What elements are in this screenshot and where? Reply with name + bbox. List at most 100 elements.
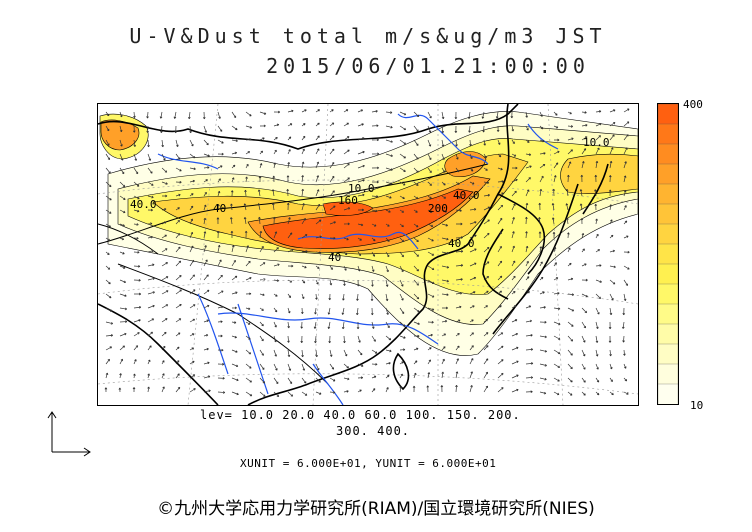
wind-arrow: [399, 139, 406, 145]
wind-arrow: [525, 319, 533, 323]
wind-arrow: [203, 304, 210, 309]
wind-arrow: [161, 248, 168, 253]
wind-arrow: [357, 179, 365, 183]
wind-arrow: [553, 321, 561, 326]
wind-arrow: [245, 125, 253, 129]
wind-arrow: [287, 136, 292, 141]
wind-arrow: [315, 122, 320, 127]
wind-arrow: [455, 384, 458, 393]
wind-arrow: [147, 235, 154, 239]
wind-arrow: [623, 134, 629, 141]
wind-arrow: [259, 363, 265, 370]
wind-arrow: [553, 335, 561, 340]
wind-arrow: [327, 307, 331, 315]
wind-arrow: [119, 279, 127, 284]
wind-arrow: [553, 125, 559, 129]
colorbar-min-label: 10: [690, 399, 704, 412]
wind-arrow: [510, 111, 514, 119]
wind-arrow: [385, 237, 390, 242]
wind-arrow: [231, 244, 235, 253]
wind-arrow: [567, 111, 572, 115]
wind-arrow: [553, 391, 560, 396]
wind-arrow: [273, 293, 278, 297]
wind-arrow: [623, 121, 630, 127]
wind-arrow: [385, 181, 393, 185]
wind-arrow: [399, 265, 404, 273]
wind-arrow: [579, 203, 583, 211]
wind-arrow: [217, 376, 225, 380]
wind-arrow: [189, 388, 196, 393]
wind-arrow: [189, 193, 194, 197]
wind-arrow: [356, 293, 359, 301]
wind-arrow: [511, 125, 515, 132]
wind-arrow: [133, 319, 141, 323]
wind-arrow: [119, 209, 126, 214]
wind-arrow: [287, 232, 293, 239]
wind-arrow: [525, 291, 530, 295]
wind-arrow: [203, 153, 210, 157]
wind-arrow: [469, 153, 473, 160]
wind-arrow: [483, 358, 489, 365]
wind-arrow: [455, 153, 459, 160]
wind-arrow: [385, 349, 392, 353]
wind-arrow: [441, 358, 445, 365]
wind-arrow: [565, 203, 569, 211]
wind-arrow: [441, 195, 447, 199]
wind-arrow: [203, 125, 208, 133]
wind-arrow: [259, 245, 264, 253]
wind-arrow: [203, 259, 208, 267]
wind-arrow: [189, 374, 196, 379]
wind-arrow: [455, 222, 463, 226]
wind-arrow: [147, 386, 150, 393]
wind-arrow: [245, 363, 252, 369]
wind-arrow: [511, 217, 515, 225]
wind-arrow: [343, 363, 349, 369]
colorbar: [657, 103, 679, 405]
wind-arrow: [581, 349, 586, 357]
wind-arrow: [105, 209, 112, 214]
wind-arrow: [539, 152, 546, 155]
wind-arrow: [609, 349, 612, 357]
wind-arrow: [147, 263, 155, 267]
wind-arrow: [567, 363, 573, 370]
wind-arrow: [357, 237, 362, 241]
wind-arrow: [581, 111, 587, 114]
wind-arrow: [301, 349, 304, 358]
wind-arrow: [301, 377, 307, 384]
wind-arrow: [119, 223, 125, 227]
wind-arrow: [581, 123, 588, 127]
colorbar-swatch: [657, 203, 679, 225]
wind-arrow: [356, 321, 360, 330]
wind-arrow: [483, 232, 490, 239]
wind-arrow: [161, 276, 169, 281]
wind-arrow: [147, 167, 153, 174]
wind-arrow: [133, 359, 137, 365]
wind-arrow: [441, 153, 445, 160]
wind-arrow: [342, 293, 345, 301]
wind-arrow: [371, 138, 379, 142]
wind-arrow: [371, 109, 378, 113]
wind-arrow: [469, 291, 476, 295]
wind-arrow: [385, 335, 392, 341]
wind-arrow: [595, 110, 602, 113]
wind-arrow: [581, 161, 585, 169]
wind-arrow: [371, 362, 378, 366]
wind-arrow: [539, 291, 545, 295]
wind-arrow: [217, 259, 222, 267]
wind-arrow: [525, 231, 528, 239]
wind-arrow: [146, 125, 149, 133]
wind-arrow: [286, 202, 290, 211]
wind-arrow: [119, 153, 124, 161]
wind-arrow: [357, 109, 364, 113]
wind-arrow: [427, 223, 434, 228]
wind-arrow: [105, 372, 109, 379]
wind-arrow: [455, 167, 460, 173]
wind-arrow: [413, 125, 419, 132]
wind-arrow: [147, 208, 153, 212]
contour-label: 200: [428, 202, 448, 215]
wind-arrow: [341, 307, 345, 315]
wind-arrow: [399, 223, 404, 228]
wind-arrow: [496, 125, 500, 132]
wind-arrow: [257, 203, 261, 211]
wind-arrow: [245, 321, 251, 325]
